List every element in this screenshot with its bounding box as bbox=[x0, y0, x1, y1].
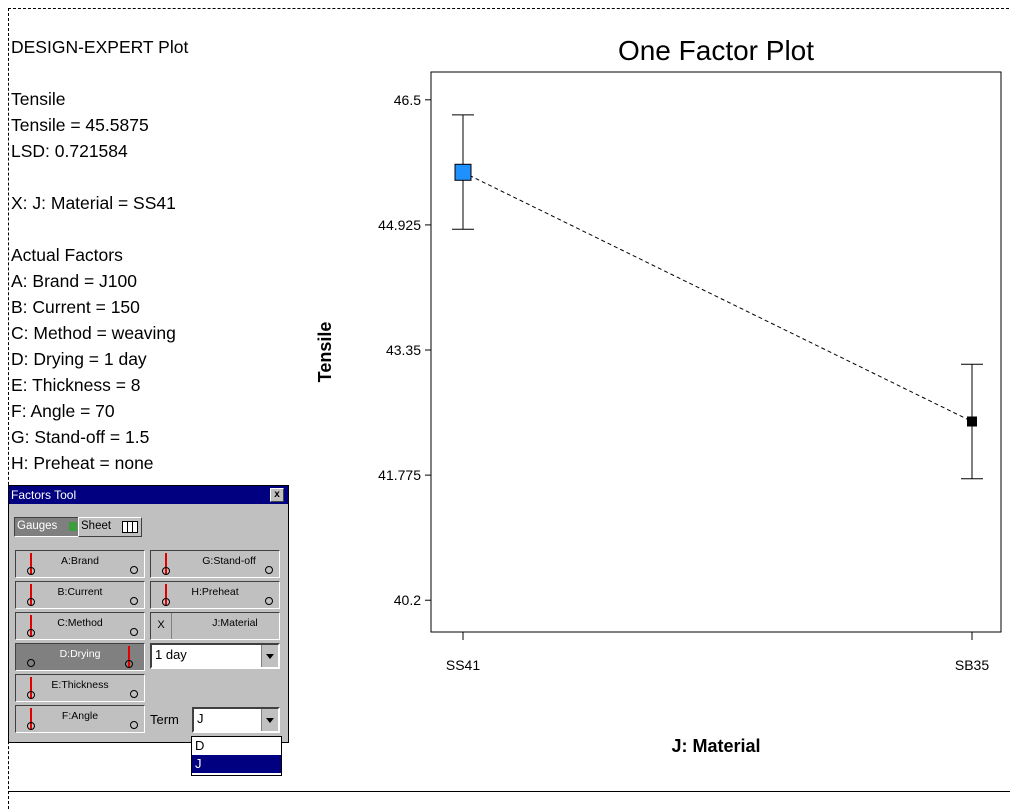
lsd-value: LSD: 0.721584 bbox=[11, 141, 128, 161]
gauge-end-marker bbox=[130, 628, 138, 636]
gauge-knob[interactable] bbox=[27, 722, 35, 730]
x-factor: X: J: Material = SS41 bbox=[11, 193, 176, 213]
bottom-border bbox=[8, 791, 1010, 792]
gauge-knob[interactable] bbox=[162, 598, 170, 606]
gauge-e-thickness[interactable]: E:Thickness bbox=[15, 674, 145, 702]
gauge-end-marker bbox=[130, 597, 138, 605]
gauge-slider-bar[interactable] bbox=[30, 584, 32, 606]
gauge-label: J:Material bbox=[212, 617, 258, 629]
tab-gauges[interactable]: Gauges bbox=[14, 517, 80, 537]
x-axis-label: J: Material bbox=[671, 736, 760, 756]
gauge-label: B:Current bbox=[57, 586, 103, 598]
gauge-g-stand-off[interactable]: G:Stand-off bbox=[150, 550, 280, 578]
gauge-start-marker bbox=[27, 659, 35, 667]
plot-heading: DESIGN-EXPERT Plot bbox=[11, 37, 189, 57]
gauge-knob[interactable] bbox=[27, 629, 35, 637]
gauge-label: H:Preheat bbox=[191, 586, 239, 598]
y-tick-label: 40.2 bbox=[394, 592, 421, 608]
y-tick-label: 46.5 bbox=[394, 92, 421, 108]
plot-area bbox=[430, 71, 1002, 633]
factor-line: A: Brand = J100 bbox=[11, 271, 137, 291]
close-icon[interactable]: x bbox=[270, 488, 284, 502]
gauge-knob[interactable] bbox=[162, 567, 170, 575]
x-axis: SS41 SB35 bbox=[446, 632, 989, 673]
gauge-label: E:Thickness bbox=[51, 679, 109, 691]
y-tick-label: 41.775 bbox=[378, 467, 421, 483]
term-option-j[interactable]: J bbox=[192, 755, 281, 773]
gauge-label: C:Method bbox=[57, 617, 103, 629]
gauge-h-preheat[interactable]: H:Preheat bbox=[150, 581, 280, 609]
drying-select[interactable]: 1 day bbox=[150, 643, 280, 669]
gauge-knob[interactable] bbox=[125, 660, 133, 668]
response-value: Tensile = 45.5875 bbox=[11, 115, 149, 135]
x-tick-label: SB35 bbox=[955, 657, 989, 673]
chevron-down-icon[interactable] bbox=[261, 709, 278, 731]
factors-tool-window[interactable]: Factors Tool x Gauges Sheet A:Brand B:Cu… bbox=[8, 485, 289, 743]
gauge-end-marker bbox=[265, 566, 273, 574]
factors-tool-titlebar[interactable]: Factors Tool x bbox=[9, 486, 288, 504]
factors-tool-title: Factors Tool bbox=[11, 488, 77, 502]
gauge-slider-bar[interactable] bbox=[30, 553, 32, 575]
tab-sheet-label: Sheet bbox=[81, 520, 112, 532]
gauge-end-marker bbox=[130, 690, 138, 698]
factor-line: F: Angle = 70 bbox=[11, 401, 115, 421]
chevron-down-icon[interactable] bbox=[261, 645, 278, 667]
series-marks bbox=[452, 114, 983, 480]
gauge-label: A:Brand bbox=[61, 555, 99, 567]
factor-line: B: Current = 150 bbox=[11, 297, 140, 317]
gauge-slider-bar[interactable] bbox=[30, 615, 32, 637]
term-select[interactable]: J bbox=[192, 707, 280, 733]
series-line bbox=[462, 171, 973, 422]
term-label: Term bbox=[150, 712, 179, 727]
term-option-d[interactable]: D bbox=[195, 738, 205, 753]
gauge-knob[interactable] bbox=[27, 691, 35, 699]
gauge-end-marker bbox=[130, 721, 138, 729]
gauge-knob[interactable] bbox=[27, 598, 35, 606]
gauge-f-angle[interactable]: F:Angle bbox=[15, 705, 145, 733]
gauge-end-marker bbox=[130, 566, 138, 574]
data-point bbox=[967, 416, 977, 427]
term-select-value: J bbox=[197, 711, 204, 726]
gauge-label: G:Stand-off bbox=[202, 555, 256, 567]
factor-line: G: Stand-off = 1.5 bbox=[11, 427, 150, 447]
gauges-icon bbox=[69, 522, 77, 531]
plot-frame bbox=[8, 8, 1009, 809]
gauge-label: F:Angle bbox=[61, 710, 99, 722]
gauge-label: D:Drying bbox=[59, 648, 101, 660]
term-dropdown-list[interactable]: D J bbox=[191, 736, 282, 776]
y-axis: 46.5 44.925 43.35 41.775 40.2 bbox=[378, 92, 431, 608]
data-point-selected[interactable] bbox=[454, 163, 472, 181]
actual-factors-title: Actual Factors bbox=[11, 245, 123, 265]
gauge-a-brand[interactable]: A:Brand bbox=[15, 550, 145, 578]
factor-line: H: Preheat = none bbox=[11, 453, 154, 473]
gauge-c-method[interactable]: C:Method bbox=[15, 612, 145, 640]
gauge-slider-bar[interactable] bbox=[30, 677, 32, 699]
response-name: Tensile bbox=[11, 89, 66, 109]
gauge-end-marker bbox=[265, 597, 273, 605]
tab-sheet[interactable]: Sheet bbox=[78, 517, 142, 537]
y-tick-label: 43.35 bbox=[386, 342, 421, 358]
y-tick-label: 44.925 bbox=[378, 217, 421, 233]
gauge-slider-bar[interactable] bbox=[30, 708, 32, 730]
drying-select-value: 1 day bbox=[155, 647, 187, 662]
gauge-slider-bar[interactable] bbox=[128, 646, 130, 668]
sheet-icon bbox=[122, 521, 138, 533]
y-axis-label: Tensile bbox=[315, 322, 335, 383]
gauge-j-material[interactable]: X J:Material bbox=[150, 612, 280, 640]
gauge-slider-bar[interactable] bbox=[165, 553, 167, 575]
plot-info-panel: DESIGN-EXPERT Plot Tensile Tensile = 45.… bbox=[11, 34, 188, 476]
gauge-slider-bar[interactable] bbox=[165, 584, 167, 606]
factor-line: E: Thickness = 8 bbox=[11, 375, 141, 395]
gauge-knob[interactable] bbox=[27, 567, 35, 575]
gauge-d-drying[interactable]: D:Drying bbox=[15, 643, 145, 671]
chart-title: One Factor Plot bbox=[618, 35, 814, 66]
x-tick-label: SS41 bbox=[446, 657, 480, 673]
factor-line: D: Drying = 1 day bbox=[11, 349, 147, 369]
tab-gauges-label: Gauges bbox=[17, 520, 58, 532]
factor-line: C: Method = weaving bbox=[11, 323, 176, 343]
gauge-b-current[interactable]: B:Current bbox=[15, 581, 145, 609]
x-axis-factor-marker: X bbox=[151, 613, 172, 639]
